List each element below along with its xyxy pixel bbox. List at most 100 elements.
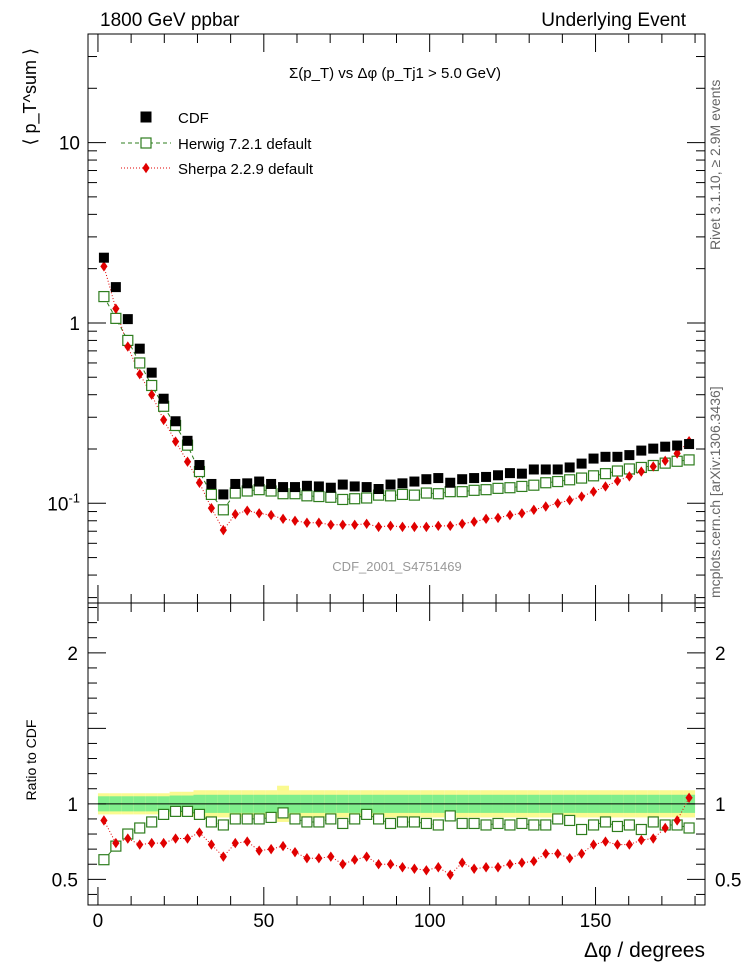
y-tick-label: 0.5 (52, 870, 78, 891)
y-tick-label: 1 (69, 314, 80, 335)
sherpa-ratio-point (578, 848, 586, 859)
herwig-ratio-point (349, 813, 361, 825)
sherpa-point (542, 501, 550, 512)
cdf-point (540, 464, 551, 475)
sherpa-ratio-point (160, 837, 168, 849)
sherpa-ratio-point (601, 836, 610, 847)
main-panel: Σ(p_T) vs Δφ (p_Tj1 > 5.0 GeV) CDF_2001_… (20, 33, 706, 604)
sherpa-ratio-point (566, 852, 574, 864)
sherpa-point (171, 436, 180, 447)
herwig-point (599, 468, 612, 480)
sherpa-ratio-point (386, 859, 395, 870)
sherpa-ratio-point (542, 848, 550, 859)
cdf-point (612, 451, 623, 462)
sherpa-point (625, 471, 633, 482)
herwig-ratio-point (420, 817, 432, 830)
cdf-point (266, 478, 277, 489)
cdf-point (218, 489, 229, 500)
x-axis-label: Δφ / degrees (584, 939, 705, 962)
cdf-point (564, 462, 575, 473)
sherpa-ratio-point (673, 815, 681, 826)
sherpa-ratio-point (124, 833, 132, 844)
sherpa-ratio-point (195, 827, 204, 838)
sherpa-point (183, 456, 192, 467)
sherpa-point (136, 368, 144, 380)
cdf-point (624, 450, 635, 461)
y-tick-label-right: 0.5 (715, 870, 741, 891)
sherpa-point (482, 513, 490, 525)
herwig-point (552, 475, 564, 488)
herwig-ratio-point (647, 816, 659, 828)
sherpa-ratio-point (422, 865, 430, 876)
herwig-ratio-point (325, 813, 337, 825)
herwig-ratio-point (575, 823, 588, 836)
mcplots-label: mcplots.cern.ch [arXiv:1306.3436] (707, 386, 723, 598)
sherpa-point (554, 498, 562, 509)
cdf-point (110, 282, 121, 293)
cdf-point (361, 482, 372, 493)
sherpa-point (386, 520, 395, 532)
herwig-ratio-point (253, 813, 265, 825)
sherpa-ratio-point (458, 857, 466, 868)
legend-sherpa-marker (142, 162, 150, 174)
sherpa-point (458, 518, 466, 529)
y-tick-label: 10-1 (47, 490, 80, 515)
cdf-point (660, 441, 671, 452)
sherpa-point (470, 516, 478, 527)
cdf-point (576, 458, 587, 469)
herwig-ratio-point (587, 819, 600, 831)
sherpa-ratio-point (363, 851, 371, 862)
herwig-point (349, 493, 361, 505)
sherpa-point (434, 520, 442, 532)
herwig-ratio-point (468, 817, 480, 830)
sherpa-ratio-point (327, 851, 335, 862)
herwig-ratio-point (444, 810, 456, 822)
herwig-point (396, 488, 409, 501)
sherpa-ratio-point (171, 833, 180, 844)
herwig-ratio-point (480, 819, 492, 831)
cdf-point (672, 440, 683, 451)
sherpa-ratio-point (637, 834, 645, 846)
sherpa-point (494, 512, 502, 524)
cdf-point (301, 480, 312, 491)
herwig-ratio-point (396, 816, 409, 828)
sherpa-point (363, 518, 371, 529)
herwig-point (98, 290, 110, 303)
sherpa-ratio-point (482, 862, 490, 873)
header-right-label: Underlying Event (541, 10, 686, 31)
herwig-point (564, 474, 576, 486)
herwig-point (587, 470, 600, 482)
cdf-point (528, 464, 539, 475)
cdf-point (469, 473, 480, 484)
main-y-axis-label: ⟨ p_T^sum ⟩ (20, 48, 41, 146)
herwig-ratio-point (599, 816, 612, 828)
cdf-point (421, 474, 432, 485)
sherpa-ratio-point (183, 833, 192, 844)
sherpa-ratio-point (518, 857, 526, 868)
herwig-ratio-point (635, 823, 647, 836)
rivet-label: Rivet 3.1.10, ≥ 2.9M events (707, 80, 723, 250)
sherpa-point (291, 515, 299, 526)
herwig-point (528, 479, 540, 491)
x-tick-label: 100 (414, 911, 446, 932)
sherpa-ratio-point (494, 862, 502, 873)
herwig-ratio-point (181, 805, 194, 817)
sherpa-ratio-point (685, 792, 693, 803)
x-tick-label: 0 (93, 911, 104, 932)
cdf-point (588, 453, 599, 464)
sherpa-ratio-point (589, 839, 598, 850)
sherpa-ratio-point (339, 859, 347, 870)
herwig-ratio-point (146, 816, 158, 828)
sherpa-point (446, 520, 454, 532)
herwig-point (683, 454, 695, 466)
cdf-point (278, 482, 289, 493)
header-left-label: 1800 GeV ppbar (100, 10, 240, 31)
herwig-point (420, 487, 432, 499)
herwig-ratio-point (158, 808, 170, 821)
ratio-y-axis-label: Ratio to CDF (23, 720, 39, 801)
herwig-point (504, 482, 516, 494)
legend: CDF Herwig 7.2.1 default Sherpa 2.2.9 defa… (121, 110, 314, 178)
herwig-ratio-point (504, 819, 516, 831)
cdf-point (397, 478, 408, 489)
